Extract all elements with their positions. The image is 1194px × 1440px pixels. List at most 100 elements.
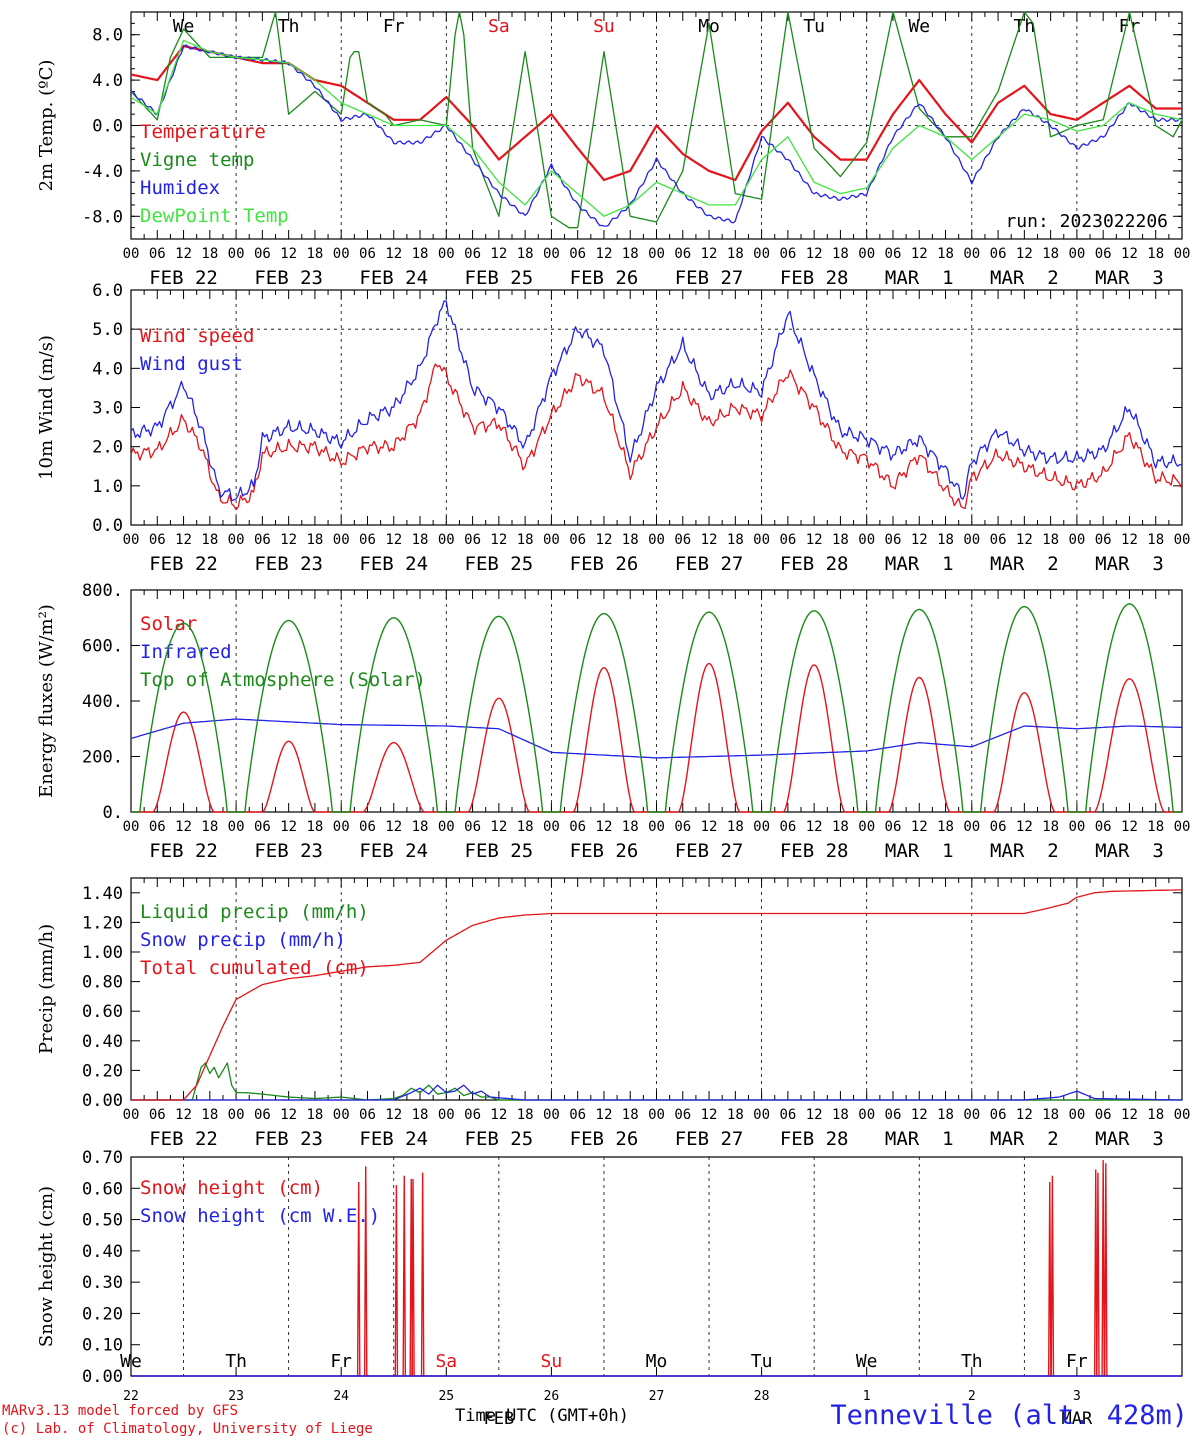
hour-tick-label: 18 <box>832 1107 849 1123</box>
hour-tick-label: 18 <box>622 819 639 835</box>
y-tick-label: 0.40 <box>82 1032 123 1052</box>
y-tick-label: 0.50 <box>82 1211 123 1231</box>
hour-tick-label: 12 <box>175 246 192 262</box>
hour-tick-label: 12 <box>701 246 718 262</box>
hour-tick-label: 18 <box>306 532 323 548</box>
hour-tick-label: 00 <box>648 246 665 262</box>
hour-tick-label: 12 <box>385 1107 402 1123</box>
y-tick-label: 0.30 <box>82 1273 123 1293</box>
weekday-label: Th <box>278 16 300 37</box>
date-label: MAR 1 <box>885 553 954 575</box>
hour-tick-label: 12 <box>385 246 402 262</box>
y-tick-label: -8.0 <box>82 207 123 227</box>
model-text: MARv3.13 model forced by GFS <box>2 1403 239 1419</box>
hour-tick-label: 06 <box>149 246 166 262</box>
hour-tick-label: 12 <box>1121 532 1138 548</box>
hour-tick-label: 06 <box>569 1107 586 1123</box>
y-tick-label: 1.20 <box>82 913 123 933</box>
legend-entry: Wind speed <box>140 325 254 347</box>
hour-tick-label: 00 <box>753 1107 770 1123</box>
date-label: FEB 27 <box>675 553 744 575</box>
hour-tick-label: 06 <box>885 819 902 835</box>
weekday-label: Th <box>225 1351 247 1372</box>
hour-tick-label: 18 <box>201 1107 218 1123</box>
weekday-label: Th <box>1014 16 1036 37</box>
hour-tick-label: 00 <box>1068 532 1085 548</box>
hour-tick-label: 06 <box>254 246 271 262</box>
snow-spike <box>1101 1160 1105 1377</box>
y-axis-label: 10m Wind (m/s) <box>36 335 57 480</box>
hour-tick-label: 12 <box>175 1107 192 1123</box>
date-label: FEB 28 <box>780 1128 849 1150</box>
date-label: FEB 23 <box>254 840 323 862</box>
weekday-label: Su <box>541 1351 563 1372</box>
hour-tick-label: 00 <box>333 1107 350 1123</box>
day-number-label: 1 <box>863 1389 871 1404</box>
hour-tick-label: 12 <box>490 532 507 548</box>
weekday-label: Tu <box>751 1351 773 1372</box>
hour-tick-label: 18 <box>201 532 218 548</box>
hour-tick-label: 00 <box>858 1107 875 1123</box>
hour-tick-label: 18 <box>517 246 534 262</box>
model-credit: MARv3.13 model forced by GFS (c) Lab. of… <box>2 1402 373 1438</box>
hour-tick-label: 06 <box>674 819 691 835</box>
series-total-cumulated-cm <box>131 889 1183 1101</box>
day-number-label: 27 <box>649 1389 665 1404</box>
y-tick-label: 0. <box>103 803 123 823</box>
hour-tick-label: 18 <box>517 1107 534 1123</box>
hour-tick-label: 18 <box>1042 532 1059 548</box>
hour-tick-label: 12 <box>385 532 402 548</box>
date-label: FEB 25 <box>465 553 534 575</box>
hour-tick-label: 12 <box>596 532 613 548</box>
y-tick-label: 0.00 <box>82 1367 123 1387</box>
hour-tick-label: 00 <box>123 819 140 835</box>
y-tick-label: 0.80 <box>82 973 123 993</box>
weekday-label: Tu <box>803 16 825 37</box>
y-tick-label: 6.0 <box>92 281 123 301</box>
hour-tick-label: 00 <box>858 532 875 548</box>
hour-tick-label: 18 <box>201 246 218 262</box>
date-label: MAR 3 <box>1095 553 1164 575</box>
snow-spike <box>1047 1182 1052 1377</box>
hour-tick-label: 06 <box>569 532 586 548</box>
hour-tick-label: 12 <box>911 819 928 835</box>
hour-tick-label: 06 <box>779 246 796 262</box>
hour-tick-label: 00 <box>438 532 455 548</box>
hour-tick-label: 12 <box>490 246 507 262</box>
series-dewpoint-temp <box>130 39 1183 217</box>
hour-tick-label: 18 <box>727 532 744 548</box>
hour-tick-label: 00 <box>1174 246 1191 262</box>
weekday-label: Sa <box>488 16 510 37</box>
hour-tick-label: 00 <box>1068 1107 1085 1123</box>
hour-tick-label: 18 <box>1147 819 1164 835</box>
y-tick-label: 5.0 <box>92 320 123 340</box>
hour-tick-label: 00 <box>858 246 875 262</box>
date-label: MAR 1 <box>885 1128 954 1150</box>
hour-tick-label: 06 <box>990 819 1007 835</box>
legend-entry: Vigne temp <box>140 149 254 171</box>
y-tick-label: 200. <box>82 748 123 768</box>
hour-tick-label: 12 <box>280 532 297 548</box>
date-label: MAR 1 <box>885 267 954 289</box>
y-tick-label: 0.00 <box>82 1091 123 1111</box>
hour-tick-label: 12 <box>806 819 823 835</box>
y-tick-label: 0.60 <box>82 1002 123 1022</box>
hour-tick-label: 06 <box>779 532 796 548</box>
hour-tick-label: 18 <box>1042 1107 1059 1123</box>
y-tick-label: 800. <box>82 581 123 601</box>
hour-tick-label: 18 <box>412 819 429 835</box>
hour-tick-label: 06 <box>885 1107 902 1123</box>
date-label: FEB 24 <box>359 553 428 575</box>
date-label: MAR 2 <box>990 267 1059 289</box>
hour-tick-label: 06 <box>885 246 902 262</box>
hour-tick-label: 06 <box>359 532 376 548</box>
hour-tick-label: 18 <box>517 819 534 835</box>
hour-tick-label: 12 <box>911 532 928 548</box>
hour-tick-label: 00 <box>123 1107 140 1123</box>
legend-entry: Humidex <box>140 177 220 199</box>
date-label: FEB 24 <box>359 267 428 289</box>
weekday-label: Fr <box>1119 16 1141 37</box>
weekday-label: We <box>856 1351 878 1372</box>
y-axis-label: 2m Temp. (ºC) <box>36 60 57 192</box>
hour-tick-label: 00 <box>543 1107 560 1123</box>
